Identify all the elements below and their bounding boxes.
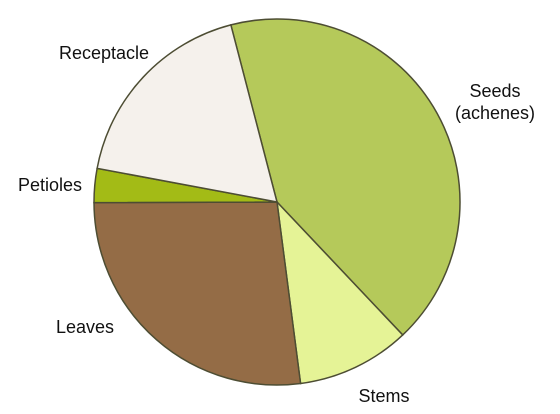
- slice-label: Petioles: [17, 175, 83, 195]
- slice-label: Stems: [358, 386, 410, 406]
- pie-slice: [275, 199, 404, 385]
- pie-slice: [229, 18, 461, 337]
- slice-label: Receptacle: [58, 43, 150, 63]
- pie-slice: [96, 23, 279, 203]
- slice-label: Leaves: [55, 317, 115, 337]
- pie-slice: [93, 201, 302, 386]
- slice-label: Seeds (achenes): [454, 81, 536, 123]
